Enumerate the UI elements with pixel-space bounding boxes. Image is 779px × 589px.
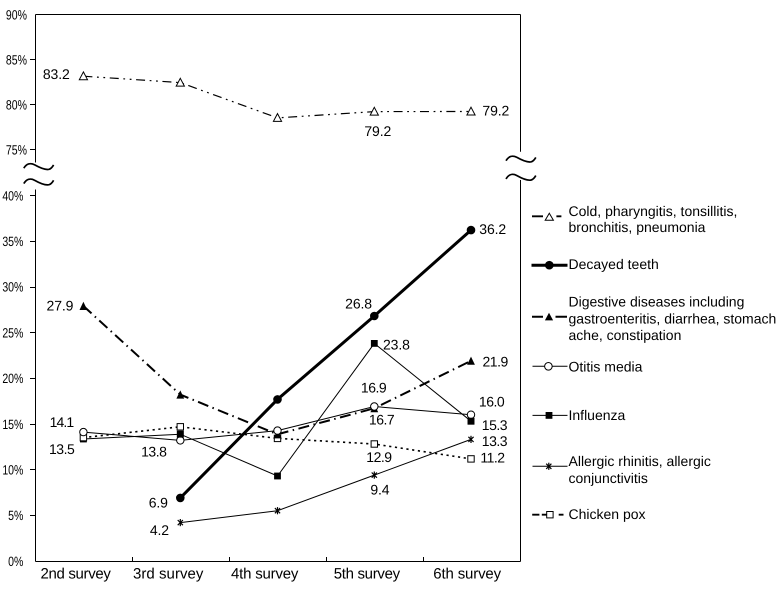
svg-text:Decayed teeth: Decayed teeth: [569, 256, 659, 272]
svg-text:2nd survey: 2nd survey: [41, 566, 112, 583]
svg-text:Otitis media: Otitis media: [569, 359, 643, 375]
svg-text:20%: 20%: [2, 371, 23, 386]
svg-text:0%: 0%: [8, 554, 23, 569]
svg-text:16.0: 16.0: [479, 393, 505, 409]
svg-text:25%: 25%: [2, 325, 23, 340]
svg-text:79.2: 79.2: [364, 123, 391, 139]
svg-text:21.9: 21.9: [483, 354, 509, 370]
svg-text:23.8: 23.8: [383, 337, 410, 353]
svg-text:83.2: 83.2: [43, 66, 70, 82]
svg-text:27.9: 27.9: [47, 298, 74, 314]
svg-text:35%: 35%: [2, 234, 23, 249]
svg-text:40%: 40%: [2, 188, 23, 203]
svg-text:10%: 10%: [2, 463, 23, 478]
svg-text:15%: 15%: [2, 417, 23, 432]
svg-text:9.4: 9.4: [370, 481, 389, 497]
svg-text:75%: 75%: [6, 142, 27, 157]
svg-text:6th survey: 6th survey: [433, 566, 501, 583]
svg-text:13.3: 13.3: [482, 433, 508, 449]
svg-text:13.8: 13.8: [141, 443, 167, 459]
svg-text:79.2: 79.2: [482, 103, 509, 119]
svg-text:90%: 90%: [6, 8, 27, 23]
svg-text:4th survey: 4th survey: [231, 566, 299, 583]
svg-text:14.1: 14.1: [50, 414, 75, 430]
svg-text:36.2: 36.2: [479, 221, 506, 237]
svg-text:16.9: 16.9: [361, 379, 387, 395]
svg-text:6.9: 6.9: [149, 495, 168, 511]
svg-text:80%: 80%: [6, 98, 27, 113]
svg-text:26.8: 26.8: [345, 296, 372, 312]
svg-text:3rd survey: 3rd survey: [133, 566, 204, 583]
svg-text:4.2: 4.2: [150, 522, 169, 538]
svg-text:Influenza: Influenza: [569, 407, 626, 423]
svg-text:12.9: 12.9: [366, 449, 392, 465]
svg-text:16.7: 16.7: [369, 412, 395, 428]
svg-text:85%: 85%: [6, 52, 27, 67]
svg-text:13.5: 13.5: [49, 441, 75, 457]
svg-text:15.3: 15.3: [482, 417, 508, 433]
svg-text:30%: 30%: [2, 280, 23, 295]
svg-text:Cold, pharyngitis, tonsillitis: Cold, pharyngitis, tonsillitis,: [569, 203, 738, 219]
svg-text:5th survey: 5th survey: [334, 566, 401, 583]
svg-text:5%: 5%: [8, 508, 23, 523]
svg-text:gastroenteritis, diarrhea, sto: gastroenteritis, diarrhea, stomach: [569, 310, 777, 326]
svg-text:conjunctivitis: conjunctivitis: [569, 470, 648, 486]
svg-text:11.2: 11.2: [480, 450, 505, 466]
svg-text:Chicken pox: Chicken pox: [569, 506, 646, 522]
svg-text:ache, constipation: ache, constipation: [569, 327, 682, 343]
svg-text:bronchitis, pneumonia: bronchitis, pneumonia: [569, 219, 706, 235]
svg-text:Digestive diseases including: Digestive diseases including: [569, 294, 745, 310]
svg-text:Allergic rhinitis, allergic: Allergic rhinitis, allergic: [569, 453, 711, 469]
